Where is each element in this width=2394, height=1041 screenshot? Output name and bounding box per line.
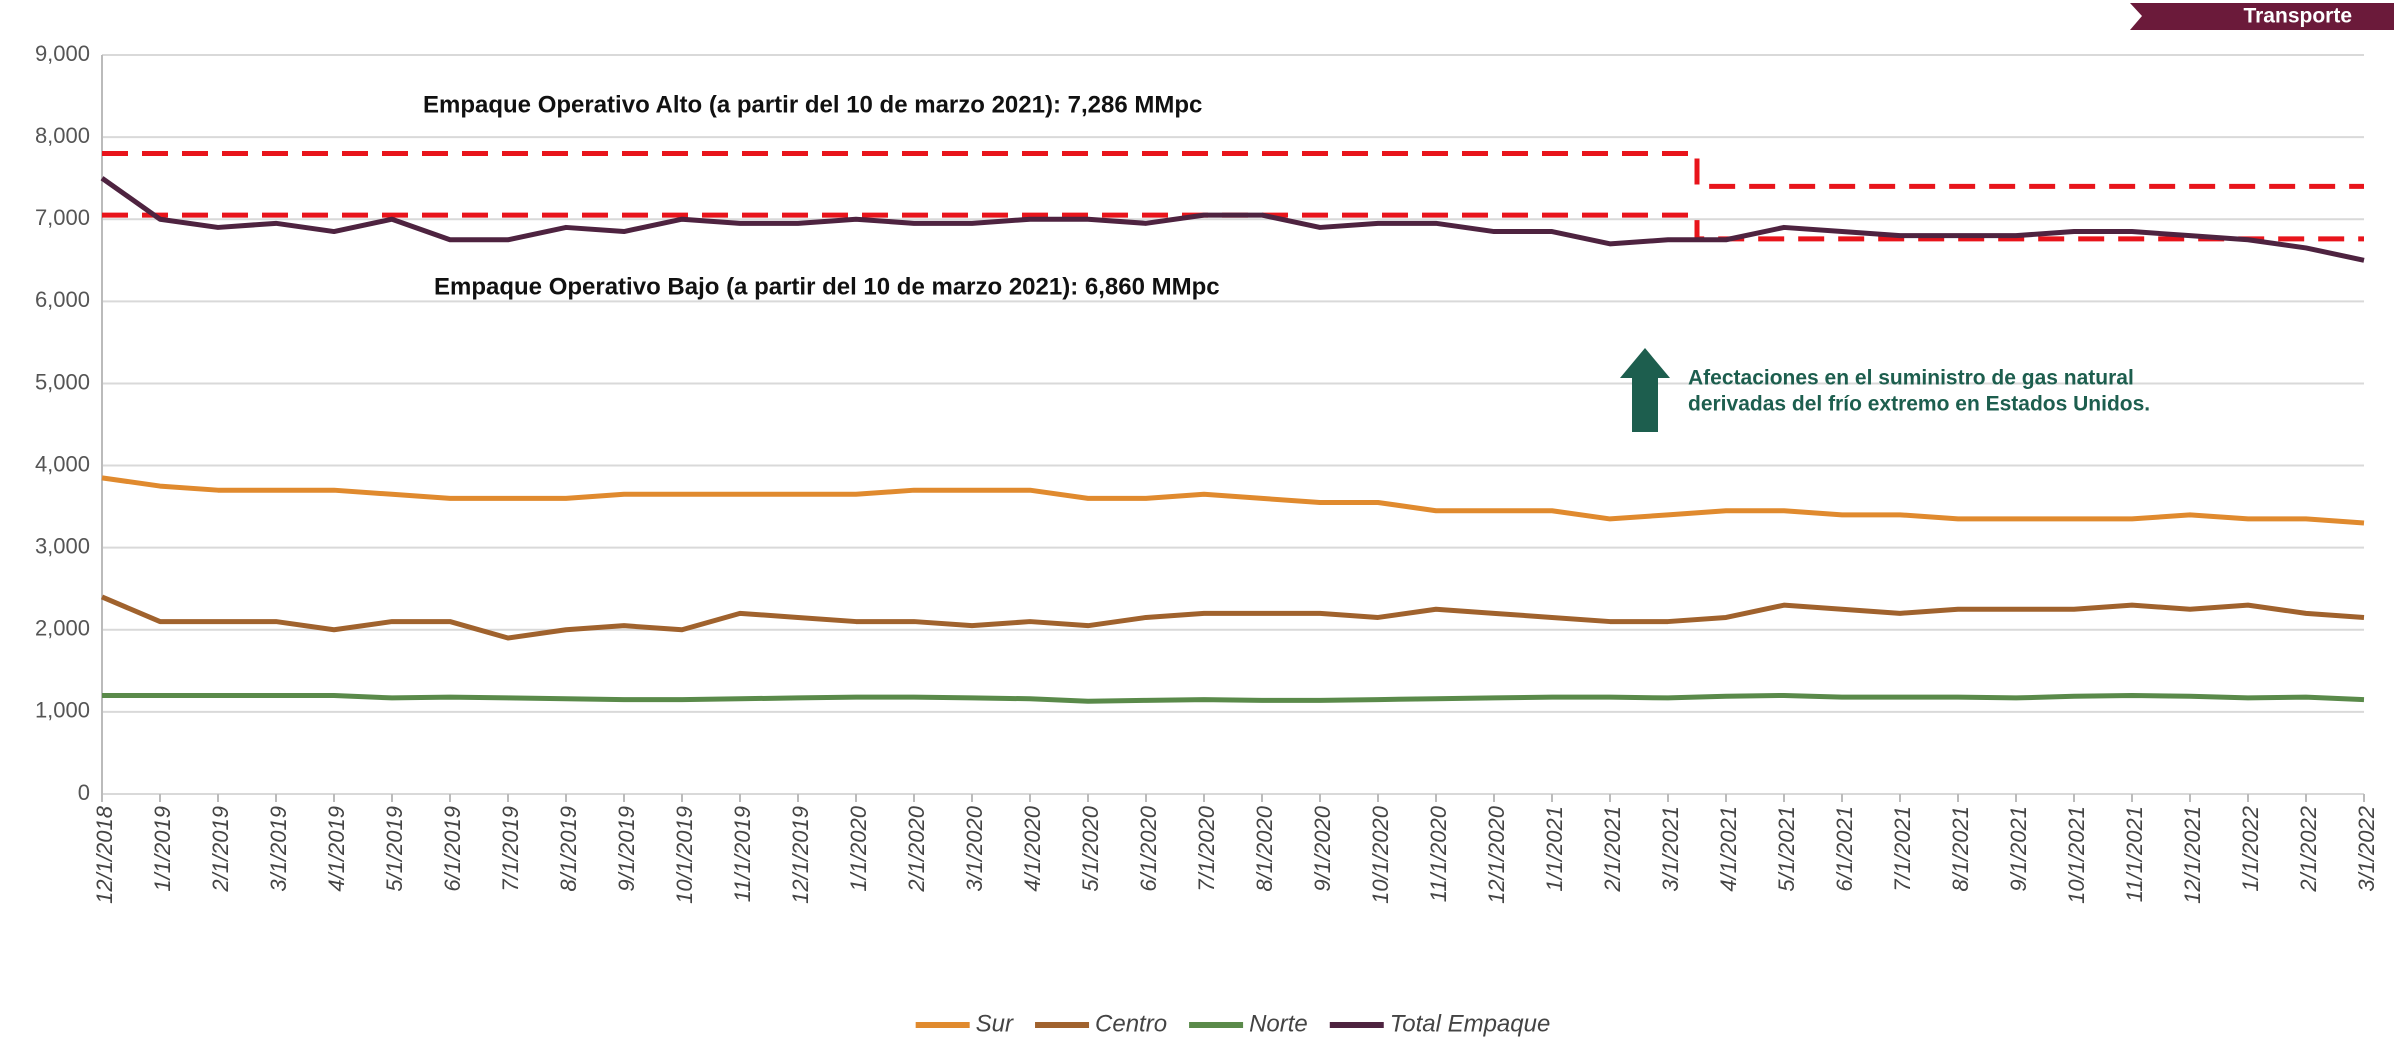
y-tick-label: 5,000 bbox=[35, 369, 90, 394]
x-tick-label: 9/1/2019 bbox=[614, 806, 639, 892]
y-tick-label: 9,000 bbox=[35, 41, 90, 66]
x-tick-label: 10/1/2019 bbox=[672, 806, 697, 904]
y-tick-label: 8,000 bbox=[35, 123, 90, 148]
annotation: Empaque Operativo Bajo (a partir del 10 … bbox=[434, 273, 1220, 300]
x-tick-label: 10/1/2021 bbox=[2064, 806, 2089, 904]
x-tick-label: 2/1/2022 bbox=[2296, 806, 2321, 893]
x-tick-label: 5/1/2021 bbox=[1774, 806, 1799, 892]
x-tick-label: 1/1/2020 bbox=[846, 805, 871, 891]
x-tick-label: 1/1/2021 bbox=[1542, 806, 1567, 892]
legend: Sur Centro Norte Total Empaque bbox=[915, 1010, 1551, 1037]
x-tick-label: 12/1/2019 bbox=[788, 806, 813, 904]
x-tick-label: 3/1/2020 bbox=[962, 805, 987, 891]
series-line bbox=[101, 594, 2365, 641]
x-tick-label: 6/1/2021 bbox=[1832, 806, 1857, 892]
x-tick-label: 3/1/2021 bbox=[1658, 806, 1683, 892]
legend-label: Centro bbox=[1095, 1010, 1167, 1037]
x-tick-label: 11/1/2019 bbox=[730, 806, 755, 902]
series-line bbox=[102, 692, 2365, 704]
x-tick-label: 12/1/2021 bbox=[2180, 806, 2205, 904]
x-tick-label: 9/1/2020 bbox=[1310, 805, 1335, 891]
x-tick-label: 9/1/2021 bbox=[2006, 806, 2031, 892]
reference-line bbox=[102, 212, 2364, 242]
y-tick-label: 6,000 bbox=[35, 287, 90, 312]
legend-label: Total Empaque bbox=[1390, 1010, 1551, 1037]
x-tick-label: 8/1/2020 bbox=[1252, 805, 1277, 891]
y-tick-label: 7,000 bbox=[35, 205, 90, 230]
reference-line bbox=[102, 151, 2364, 189]
y-tick-label: 2,000 bbox=[35, 616, 90, 641]
tag-text: Transporte bbox=[2243, 5, 2352, 28]
x-tick-label: 11/1/2021 bbox=[2122, 806, 2147, 902]
annotation: derivadas del frío extremo en Estados Un… bbox=[1688, 393, 2150, 416]
tag-banner bbox=[2130, 3, 2394, 30]
x-tick-label: 7/1/2021 bbox=[1890, 806, 1915, 892]
x-tick-label: 4/1/2020 bbox=[1020, 805, 1045, 891]
x-tick-label: 1/1/2022 bbox=[2238, 806, 2263, 892]
x-tick-label: 7/1/2020 bbox=[1194, 805, 1219, 891]
y-tick-label: 1,000 bbox=[35, 698, 90, 723]
x-tick-label: 8/1/2021 bbox=[1948, 806, 1973, 892]
y-tick-label: 3,000 bbox=[35, 533, 90, 558]
x-tick-label: 4/1/2019 bbox=[324, 806, 349, 892]
legend-label: Sur bbox=[976, 1010, 1014, 1037]
series-line bbox=[100, 176, 2365, 263]
x-tick-label: 12/1/2020 bbox=[1484, 805, 1509, 904]
x-tick-label: 5/1/2020 bbox=[1078, 805, 1103, 891]
x-tick-label: 3/1/2022 bbox=[2354, 806, 2379, 892]
y-tick-label: 0 bbox=[78, 780, 90, 805]
annotation: Afectaciones en el suministro de gas nat… bbox=[1688, 367, 2134, 390]
x-tick-label: 8/1/2019 bbox=[556, 806, 581, 892]
x-tick-label: 7/1/2019 bbox=[498, 806, 523, 892]
series-line bbox=[101, 475, 2365, 526]
legend-label: Norte bbox=[1249, 1010, 1308, 1037]
x-tick-label: 2/1/2020 bbox=[904, 805, 929, 892]
x-tick-label: 5/1/2019 bbox=[382, 806, 407, 892]
x-tick-label: 2/1/2019 bbox=[208, 806, 233, 893]
x-tick-label: 4/1/2021 bbox=[1716, 806, 1741, 892]
y-tick-label: 4,000 bbox=[35, 451, 90, 476]
x-tick-label: 12/1/2018 bbox=[92, 805, 117, 904]
annotation: Empaque Operativo Alto (a partir del 10 … bbox=[423, 91, 1202, 118]
arrow bbox=[1620, 348, 1670, 432]
x-tick-label: 6/1/2019 bbox=[440, 806, 465, 892]
x-tick-label: 6/1/2020 bbox=[1136, 805, 1161, 891]
x-tick-label: 10/1/2020 bbox=[1368, 805, 1393, 904]
x-tick-label: 2/1/2021 bbox=[1600, 806, 1625, 893]
x-tick-label: 11/1/2020 bbox=[1426, 805, 1451, 902]
x-tick-label: 3/1/2019 bbox=[266, 806, 291, 892]
x-tick-label: 1/1/2019 bbox=[150, 806, 175, 892]
